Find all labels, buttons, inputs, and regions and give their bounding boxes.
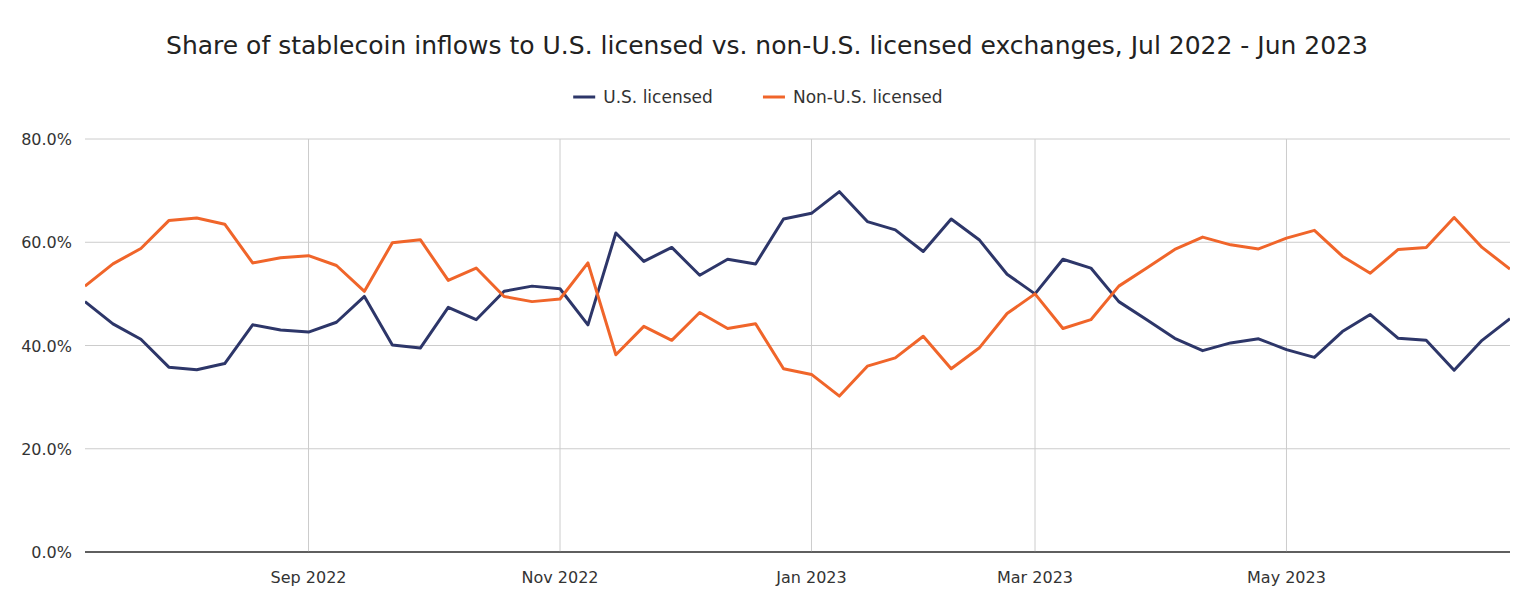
legend: U.S. licensed Non-U.S. licensed: [573, 87, 942, 107]
x-grid-line: [560, 139, 561, 552]
y-tick-label: 80.0%: [21, 130, 72, 149]
legend-label: Non-U.S. licensed: [793, 87, 943, 107]
x-tick-label: Jan 2023: [775, 568, 846, 587]
y-grid-line: [85, 242, 1510, 243]
title: Share of stablecoin inflows to U.S. lice…: [166, 31, 1368, 60]
x-axis-line: [85, 551, 1510, 553]
y-grid-line: [85, 139, 1510, 140]
y-tick-label: 60.0%: [21, 233, 72, 252]
series-line: [85, 192, 1510, 371]
x-tick-label: Sep 2022: [271, 568, 347, 587]
x-tick-label: May 2023: [1247, 568, 1326, 587]
chart: Share of stablecoin inflows to U.S. lice…: [0, 0, 1534, 612]
legend-swatch: [573, 96, 595, 99]
x-tick-label: Nov 2022: [521, 568, 598, 587]
x-grid-line: [811, 139, 812, 552]
y-tick-label: 0.0%: [31, 543, 72, 562]
grid: [85, 139, 1510, 552]
x-grid-line: [308, 139, 309, 552]
plot-area: [85, 192, 1510, 396]
legend-swatch: [763, 96, 785, 99]
y-tick-label: 40.0%: [21, 337, 72, 356]
x-tick-label: Mar 2023: [997, 568, 1073, 587]
legend-label: U.S. licensed: [603, 87, 713, 107]
x-grid-line: [1286, 139, 1287, 552]
y-grid-line: [85, 345, 1510, 346]
y-grid-line: [85, 551, 1510, 553]
y-grid-line: [85, 448, 1510, 449]
y-tick-label: 20.0%: [21, 440, 72, 459]
x-grid-line: [1035, 139, 1036, 552]
series-line: [85, 217, 1510, 396]
